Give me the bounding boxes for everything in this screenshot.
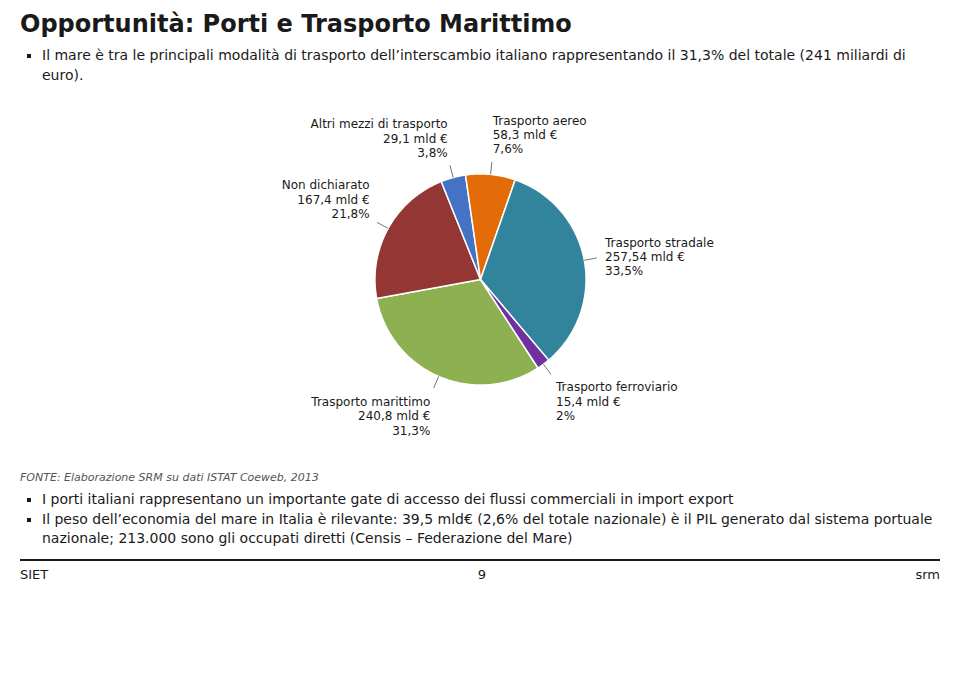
html-text:Il mare è tra le principali mo: Il mare è tra le principali modalità di …: [42, 47, 906, 83]
html-text:SIET: SIET: [20, 567, 49, 582]
html-text:FONTE: Elaborazione SRM su dat: FONTE: Elaborazione SRM su dati ISTAT Co…: [20, 471, 319, 485]
svg-text:Trasporto ferroviario15,4 mld: Trasporto ferroviario15,4 mld €2%: [555, 381, 678, 424]
svg-text:Altri mezzi di trasporto29,1 m: Altri mezzi di trasporto29,1 mld €3,8%: [311, 118, 448, 161]
svg-text:Trasporto marittimo240,8 mld €: Trasporto marittimo240,8 mld €31,3%: [310, 395, 430, 438]
html-text:Opportunità: Porti e Trasporto: Opportunità: Porti e Trasporto Marittimo: [20, 10, 572, 38]
html-text:I porti italiani rappresentano: I porti italiani rappresentano un import…: [42, 491, 734, 508]
html-text:9: 9: [477, 567, 486, 582]
html-text:Il peso dell’economia del mare: Il peso dell’economia del mare in Italia…: [42, 510, 933, 547]
svg-text:Trasporto stradale257,54 mld €: Trasporto stradale257,54 mld €33,5%: [604, 236, 714, 279]
svg-text:Non dichiarato167,4 mld €21,8%: Non dichiarato167,4 mld €21,8%: [282, 179, 370, 222]
svg-text:Trasporto aereo58,3 mld €7,6%: Trasporto aereo58,3 mld €7,6%: [492, 114, 587, 157]
html-text:srm: srm: [915, 567, 940, 582]
